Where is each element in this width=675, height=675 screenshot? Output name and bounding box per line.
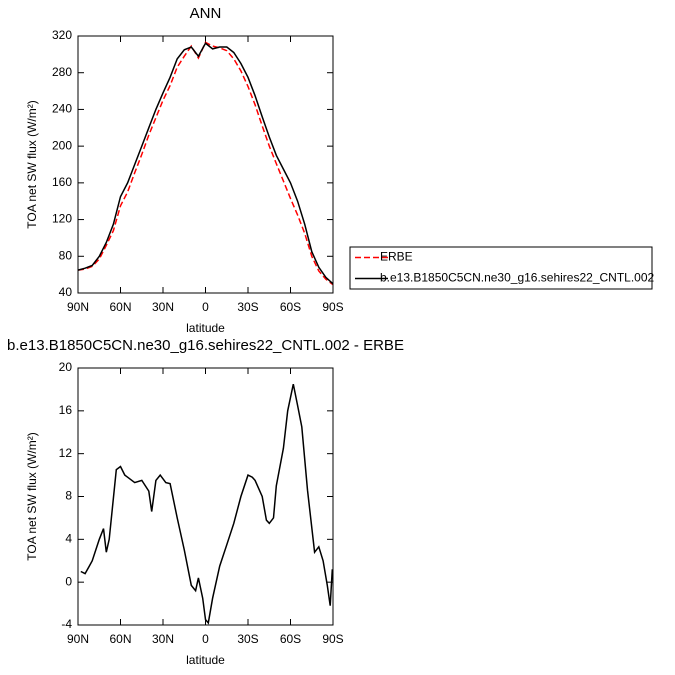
- x-tick-label: 0: [202, 632, 209, 646]
- y-tick-label: 120: [52, 212, 72, 226]
- chart-title: ANN: [190, 5, 222, 22]
- x-tick-label: 90N: [67, 632, 89, 646]
- y-tick-label: 20: [59, 360, 73, 374]
- x-tick-label: 90S: [322, 632, 343, 646]
- plot-frame: [77, 35, 334, 294]
- x-tick-label: 60S: [280, 632, 301, 646]
- x-tick-label: 60S: [280, 300, 301, 314]
- y-tick-label: 40: [59, 285, 73, 299]
- y-tick-label: 240: [52, 102, 72, 116]
- y-axis-label: TOA net SW flux (W/m²): [25, 100, 39, 228]
- series-line: [77, 41, 334, 286]
- series-line: [77, 42, 334, 285]
- y-tick-label: 8: [65, 489, 72, 503]
- plot-frame: [77, 367, 334, 626]
- x-tick-label: 30S: [237, 300, 258, 314]
- x-tick-label: 90S: [322, 300, 343, 314]
- chart-title: b.e13.B1850C5CN.ne30_g16.sehires22_CNTL.…: [7, 337, 404, 354]
- y-tick-label: 160: [52, 175, 72, 189]
- x-tick-label: 30S: [237, 632, 258, 646]
- y-tick-label: 4: [65, 532, 72, 546]
- y-tick-label: 200: [52, 138, 72, 152]
- y-tick-label: 320: [52, 28, 72, 42]
- y-axis-label: TOA net SW flux (W/m²): [25, 432, 39, 560]
- x-tick-label: 90N: [67, 300, 89, 314]
- x-axis-label: latitude: [186, 321, 225, 335]
- x-tick-label: 60N: [109, 300, 131, 314]
- y-tick-label: 280: [52, 65, 72, 79]
- x-tick-label: 30N: [152, 300, 174, 314]
- y-tick-label: -4: [61, 617, 72, 631]
- legend-label: ERBE: [380, 250, 413, 264]
- y-tick-label: 0: [65, 574, 72, 588]
- y-tick-label: 12: [59, 446, 73, 460]
- x-tick-label: 0: [202, 300, 209, 314]
- y-tick-label: 16: [59, 403, 73, 417]
- x-axis-label: latitude: [186, 653, 225, 667]
- legend-label: b.e13.B1850C5CN.ne30_g16.sehires22_CNTL.…: [380, 271, 655, 285]
- legend-box: [349, 246, 653, 290]
- x-tick-label: 30N: [152, 632, 174, 646]
- x-tick-label: 60N: [109, 632, 131, 646]
- y-tick-label: 80: [59, 248, 73, 262]
- series-line: [80, 383, 334, 625]
